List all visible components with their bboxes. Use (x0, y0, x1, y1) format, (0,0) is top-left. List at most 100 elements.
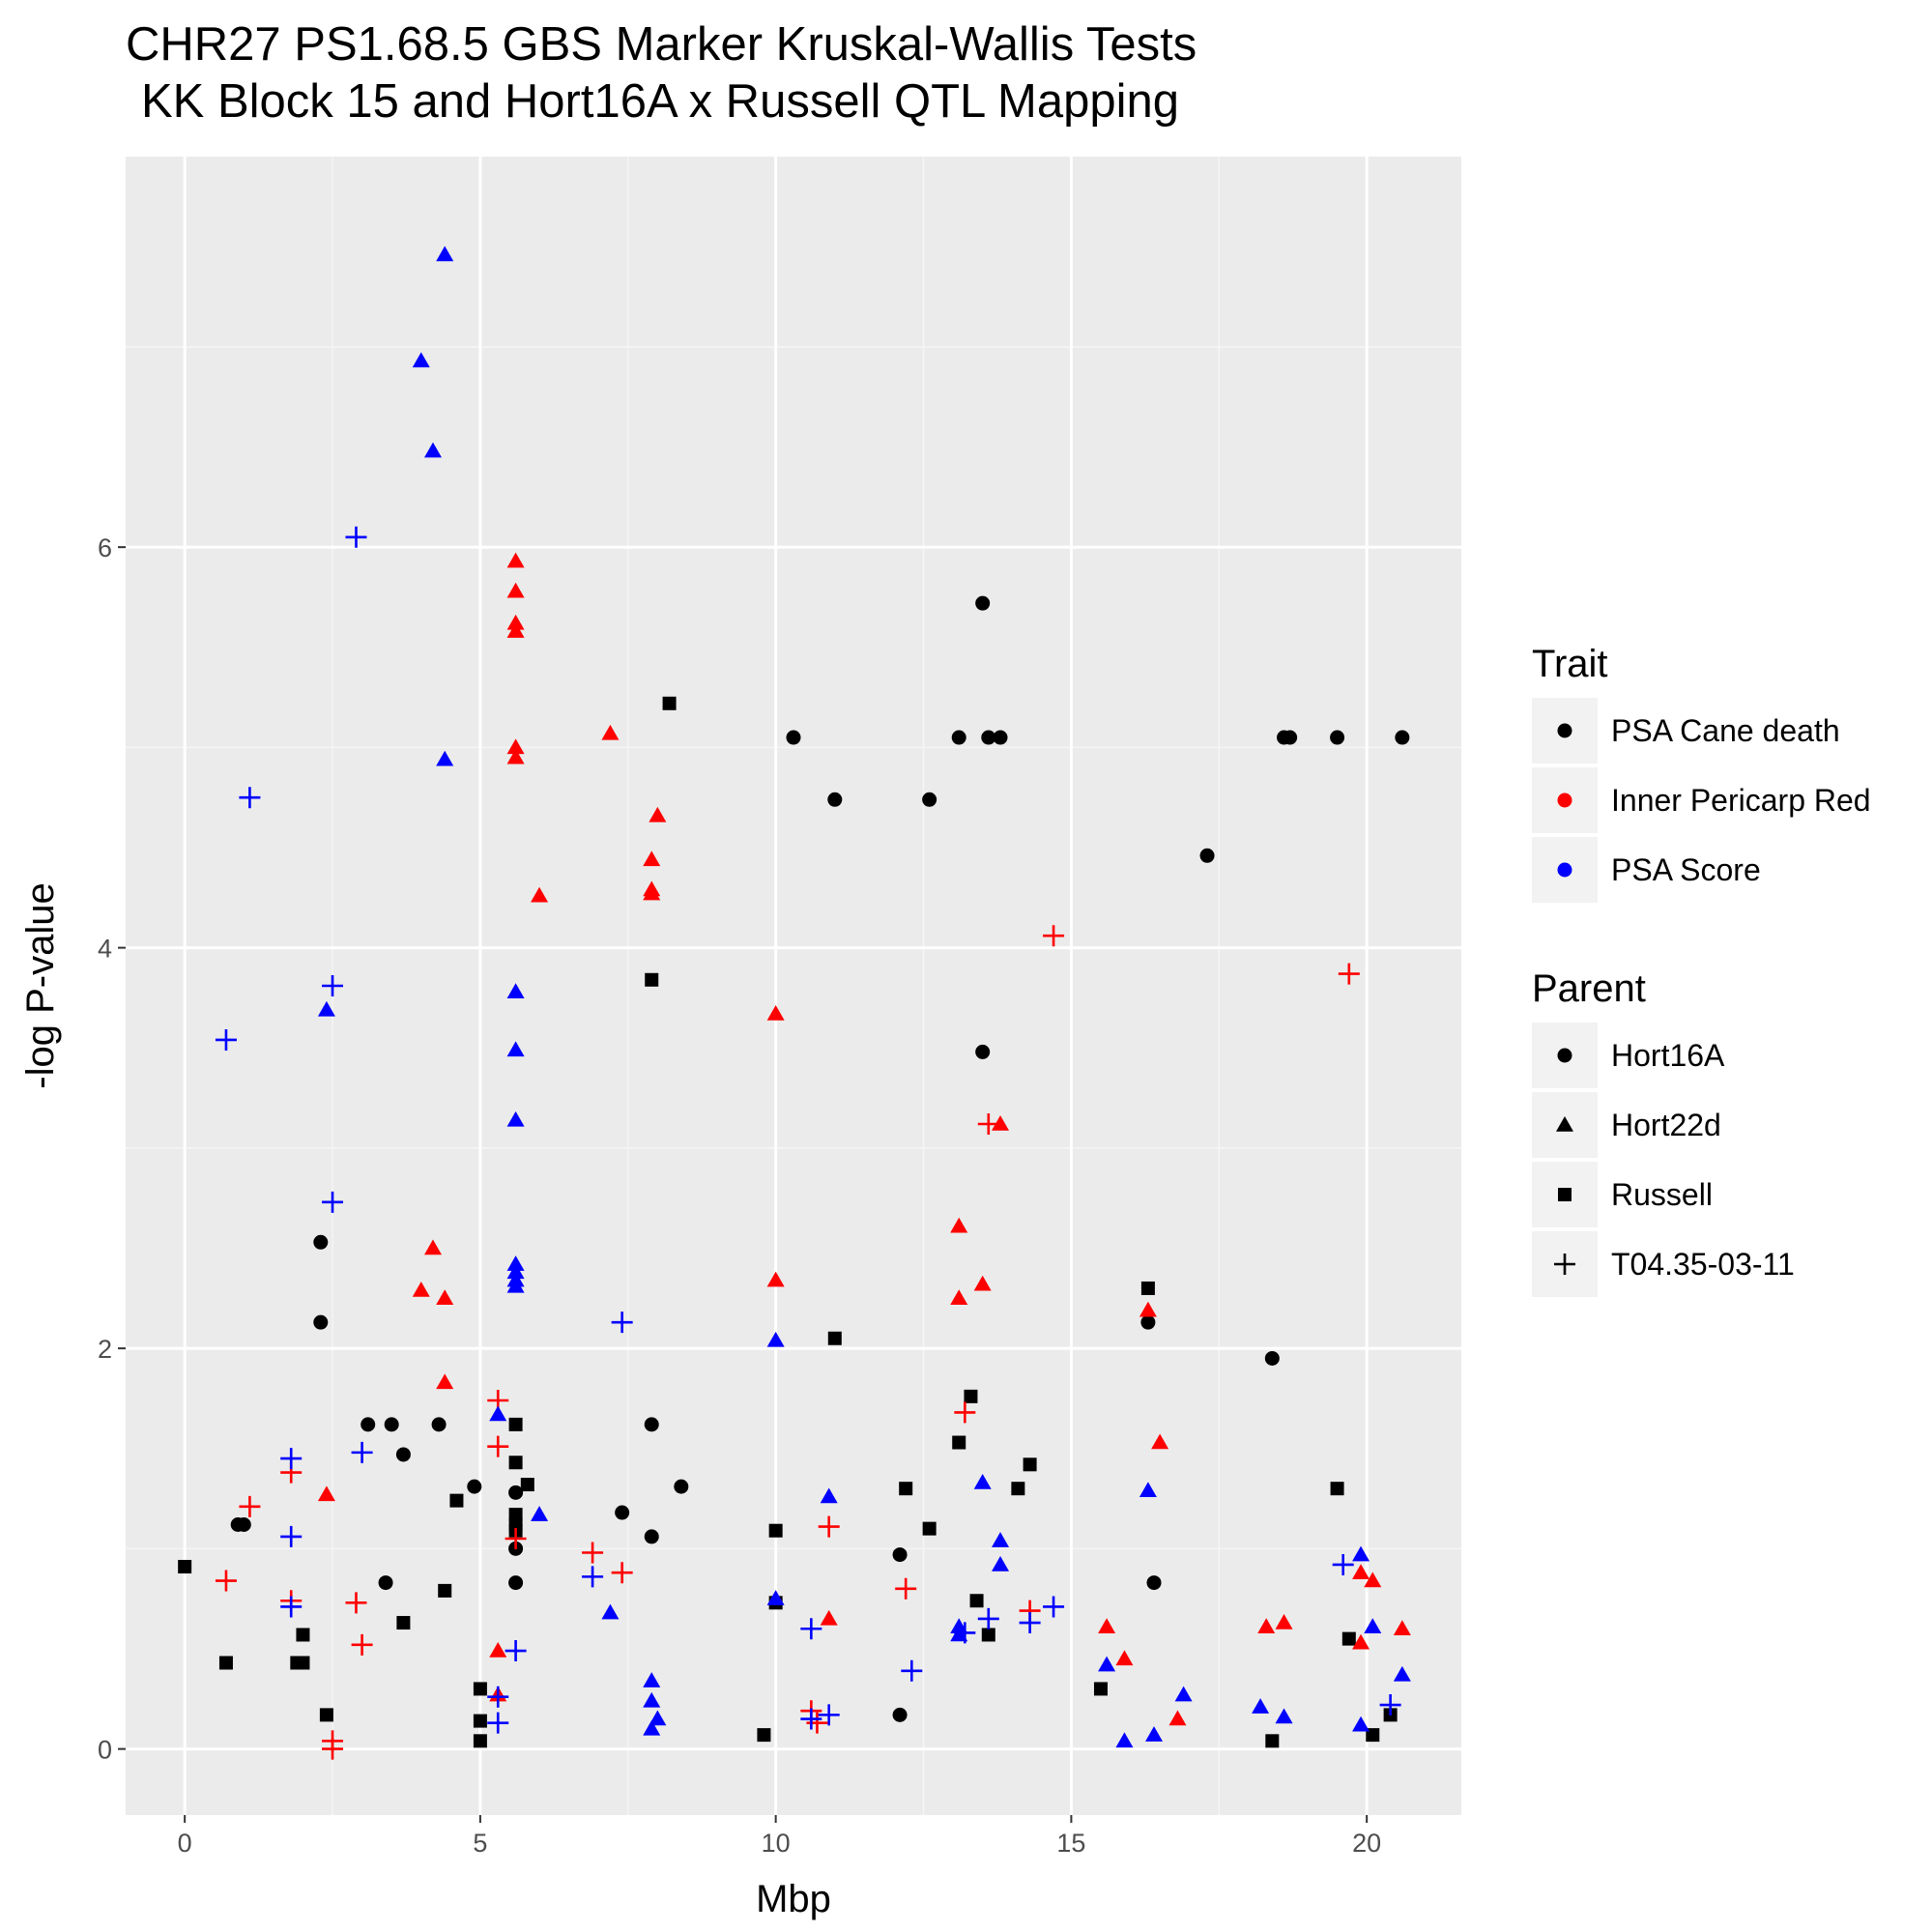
data-point (1199, 848, 1215, 863)
data-point (644, 1529, 659, 1544)
y-axis-title: -log P-value (19, 882, 62, 1088)
data-point (508, 1485, 524, 1500)
series-plus-0000ff (215, 526, 1401, 1734)
data-point (506, 983, 525, 998)
data-point (215, 1570, 237, 1592)
data-point (1168, 1710, 1187, 1726)
data-point (674, 1479, 689, 1494)
data-point (319, 1708, 333, 1722)
data-point (236, 1516, 251, 1532)
data-point (438, 1583, 452, 1598)
data-point (951, 730, 966, 745)
data-point (489, 1405, 507, 1422)
data-point (922, 792, 937, 807)
data-point (1098, 1656, 1116, 1672)
data-point (412, 1282, 430, 1297)
data-point (766, 1271, 785, 1287)
data-point (531, 1506, 549, 1521)
data-point (977, 1113, 999, 1135)
data-point (601, 1603, 620, 1620)
data-point (489, 1642, 507, 1658)
data-point (345, 526, 367, 548)
data-point (508, 1575, 524, 1591)
data-point (1275, 1614, 1293, 1629)
legend-label: Hort22d (1611, 1108, 1721, 1142)
data-point (1379, 1694, 1401, 1716)
data-point (768, 1523, 783, 1538)
data-point (643, 1691, 661, 1708)
data-point (899, 1482, 913, 1496)
data-point (820, 1609, 838, 1626)
data-point (766, 1331, 785, 1347)
data-point (215, 1028, 237, 1051)
data-point (649, 1710, 667, 1726)
data-point (473, 1682, 487, 1696)
data-point (800, 1618, 822, 1640)
data-point (1139, 1301, 1157, 1317)
data-point (644, 1417, 659, 1432)
data-point (487, 1435, 509, 1457)
data-point (178, 1560, 192, 1574)
data-point (423, 1239, 442, 1255)
data-point (757, 1728, 771, 1743)
data-point (506, 1255, 525, 1271)
legend-label: PSA Score (1611, 852, 1761, 887)
data-point (1364, 1572, 1382, 1588)
data-point (820, 1487, 838, 1504)
data-point (766, 1005, 785, 1021)
data-point (992, 1115, 1010, 1131)
data-point (436, 245, 454, 262)
data-point (395, 1447, 411, 1462)
data-point (1330, 730, 1345, 745)
data-point (506, 738, 525, 755)
data-point (436, 1289, 454, 1306)
data-point (1140, 1281, 1155, 1295)
data-point (992, 1532, 1010, 1547)
data-point (1140, 1314, 1156, 1330)
data-point (662, 696, 677, 710)
chart-title: CHR27 PS1.68.5 GBS Marker Kruskal-Wallis… (126, 18, 1197, 71)
data-point (601, 724, 620, 740)
data-point (239, 787, 261, 809)
data-point (1115, 1650, 1134, 1666)
data-point (1115, 1732, 1134, 1748)
data-point (506, 748, 525, 764)
data-point (505, 1528, 527, 1549)
data-point (1332, 1553, 1354, 1575)
data-point (582, 1542, 604, 1564)
data-point (412, 352, 430, 368)
data-point (1043, 925, 1065, 947)
data-point (1174, 1686, 1193, 1702)
x-tick-label: 20 (1352, 1829, 1381, 1858)
data-point (313, 1234, 329, 1250)
data-point (351, 1441, 373, 1463)
data-point (396, 1616, 411, 1630)
data-point (218, 1656, 233, 1670)
data-point (1093, 1682, 1108, 1696)
data-point (1283, 730, 1298, 745)
data-point (1352, 1545, 1370, 1562)
data-point (582, 1566, 604, 1588)
data-point (1352, 1716, 1370, 1732)
data-point (1019, 1612, 1041, 1634)
data-point (1352, 1564, 1370, 1579)
data-point (506, 552, 525, 568)
x-axis-title: Mbp (756, 1878, 831, 1920)
data-point (1252, 1698, 1270, 1714)
data-point (520, 1478, 534, 1492)
legend-label: Russell (1611, 1177, 1713, 1212)
y-tick-label: 2 (98, 1335, 112, 1364)
legend-label: Inner Pericarp Red (1611, 783, 1871, 818)
y-axis-ticks: 0 2 4 6 (98, 533, 126, 1765)
data-point (1145, 1726, 1164, 1742)
data-point (977, 1607, 999, 1629)
minor-gridlines (126, 157, 1461, 1815)
data-point (950, 1289, 968, 1306)
data-point (449, 1493, 464, 1508)
data-point (280, 1525, 303, 1547)
x-tick-label: 0 (178, 1829, 192, 1858)
data-point (892, 1547, 908, 1563)
data-point (1146, 1575, 1162, 1591)
data-point (973, 1275, 992, 1291)
